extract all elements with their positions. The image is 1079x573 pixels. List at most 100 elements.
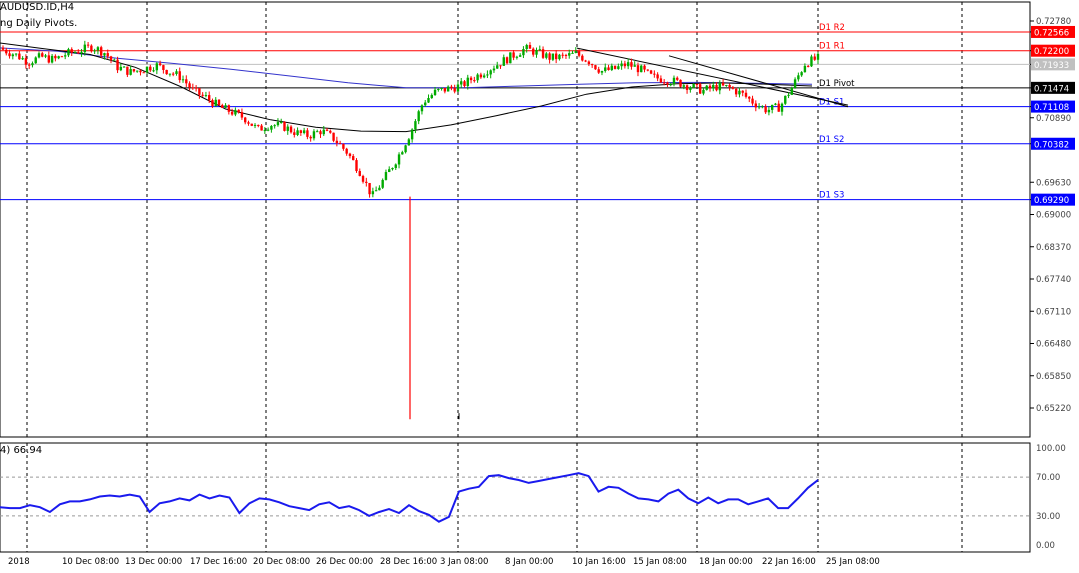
candle-body-53 (175, 71, 178, 74)
candle-body-37 (122, 66, 126, 68)
candle-body-108 (355, 160, 358, 172)
candle-165 (541, 46, 545, 60)
candle-230 (754, 100, 758, 112)
candle-215 (705, 84, 708, 91)
candle-body-90 (296, 130, 299, 135)
x-tick-label-12: 22 Jan 16:00 (762, 557, 816, 567)
candle-157 (515, 55, 519, 60)
candle-body-188 (617, 66, 620, 69)
candle-body-5 (18, 53, 21, 60)
candle-189 (620, 60, 623, 70)
candle-56 (185, 75, 188, 87)
candle-body-228 (748, 96, 751, 99)
candle-body-9 (31, 63, 34, 66)
candle-1 (5, 47, 8, 56)
candle-76 (250, 123, 253, 127)
candle-body-153 (502, 57, 505, 66)
candle-body-24 (80, 52, 83, 54)
candle-96 (316, 129, 319, 133)
candle-183 (600, 70, 604, 76)
candle-50 (165, 69, 168, 75)
candle-123 (404, 144, 407, 154)
candle-body-86 (283, 122, 286, 131)
candle-193 (633, 61, 636, 67)
candle-body-137 (450, 86, 453, 88)
oscillator-panel-frame (0, 442, 1031, 553)
candle-103 (338, 140, 342, 145)
candle-body-224 (734, 88, 738, 95)
candle-209 (685, 84, 689, 94)
candle-156 (512, 50, 515, 61)
candle-body-95 (312, 131, 316, 139)
candle-172 (564, 53, 568, 59)
candle-body-167 (548, 53, 551, 60)
candle-body-80 (263, 130, 267, 132)
candle-21 (70, 47, 73, 57)
candle-32 (106, 49, 109, 59)
candle-122 (401, 150, 404, 155)
candle-226 (741, 90, 744, 97)
candle-110 (361, 174, 365, 184)
candle-179 (587, 60, 591, 67)
candle-body-73 (240, 112, 244, 118)
candle-59 (194, 85, 198, 92)
candle-11 (37, 51, 41, 59)
candle-93 (306, 128, 309, 140)
candle-206 (676, 76, 679, 82)
candle-body-120 (394, 164, 397, 168)
candle-body-145 (476, 74, 479, 81)
price-tag-bg-1 (1031, 44, 1075, 57)
candle-body-33 (109, 56, 113, 60)
candle-body-199 (653, 73, 656, 75)
candle-13 (44, 53, 47, 59)
candle-body-79 (260, 125, 263, 131)
candle-body-158 (518, 55, 522, 57)
candle-body-138 (453, 87, 456, 92)
candle-136 (446, 85, 450, 92)
candle-10 (34, 56, 37, 64)
candle-41 (135, 70, 139, 73)
y-tick-label-8: 0.69630 (1036, 178, 1071, 188)
candle-5 (18, 50, 21, 60)
candle-4 (14, 53, 18, 57)
candle-92 (302, 127, 306, 135)
x-tick-label-7: 3 Jan 08:00 (440, 557, 488, 567)
candle-body-206 (676, 77, 679, 80)
candle-229 (751, 95, 754, 106)
candle-body-42 (139, 70, 142, 73)
candle-body-191 (626, 62, 630, 67)
candle-28 (93, 48, 96, 55)
candle-body-151 (496, 65, 499, 69)
candle-24 (80, 48, 83, 57)
candle-170 (558, 53, 561, 61)
candle-body-181 (594, 65, 597, 70)
candle-body-84 (276, 122, 280, 126)
candle-body-171 (561, 54, 564, 56)
candle-body-112 (368, 182, 371, 195)
candle-body-126 (414, 121, 417, 130)
osc-tick-label-1: 70.00 (1036, 473, 1060, 483)
candle-body-3 (11, 54, 15, 57)
candle-6 (21, 56, 24, 60)
candle-body-162 (532, 48, 535, 55)
candle-body-129 (424, 102, 427, 106)
x-tick-label-2: 13 Dec 00:00 (125, 557, 182, 567)
candle-191 (626, 58, 630, 70)
candle-body-222 (728, 85, 731, 88)
candle-body-88 (289, 126, 293, 133)
candle-body-48 (158, 63, 162, 66)
candle-78 (257, 124, 260, 128)
candle-body-215 (705, 85, 708, 90)
x-tick-label-8: 8 Jan 00:00 (505, 557, 553, 567)
candle-212 (695, 83, 699, 88)
candle-248 (813, 53, 816, 61)
candle-body-235 (770, 104, 774, 110)
candle-body-189 (620, 63, 623, 67)
candle-214 (702, 87, 705, 96)
candle-body-69 (227, 105, 231, 112)
candle-98 (322, 125, 325, 137)
candle-101 (332, 132, 335, 143)
candle-body-183 (600, 70, 604, 73)
y-tick-label-6: 0.70890 (1036, 114, 1071, 124)
